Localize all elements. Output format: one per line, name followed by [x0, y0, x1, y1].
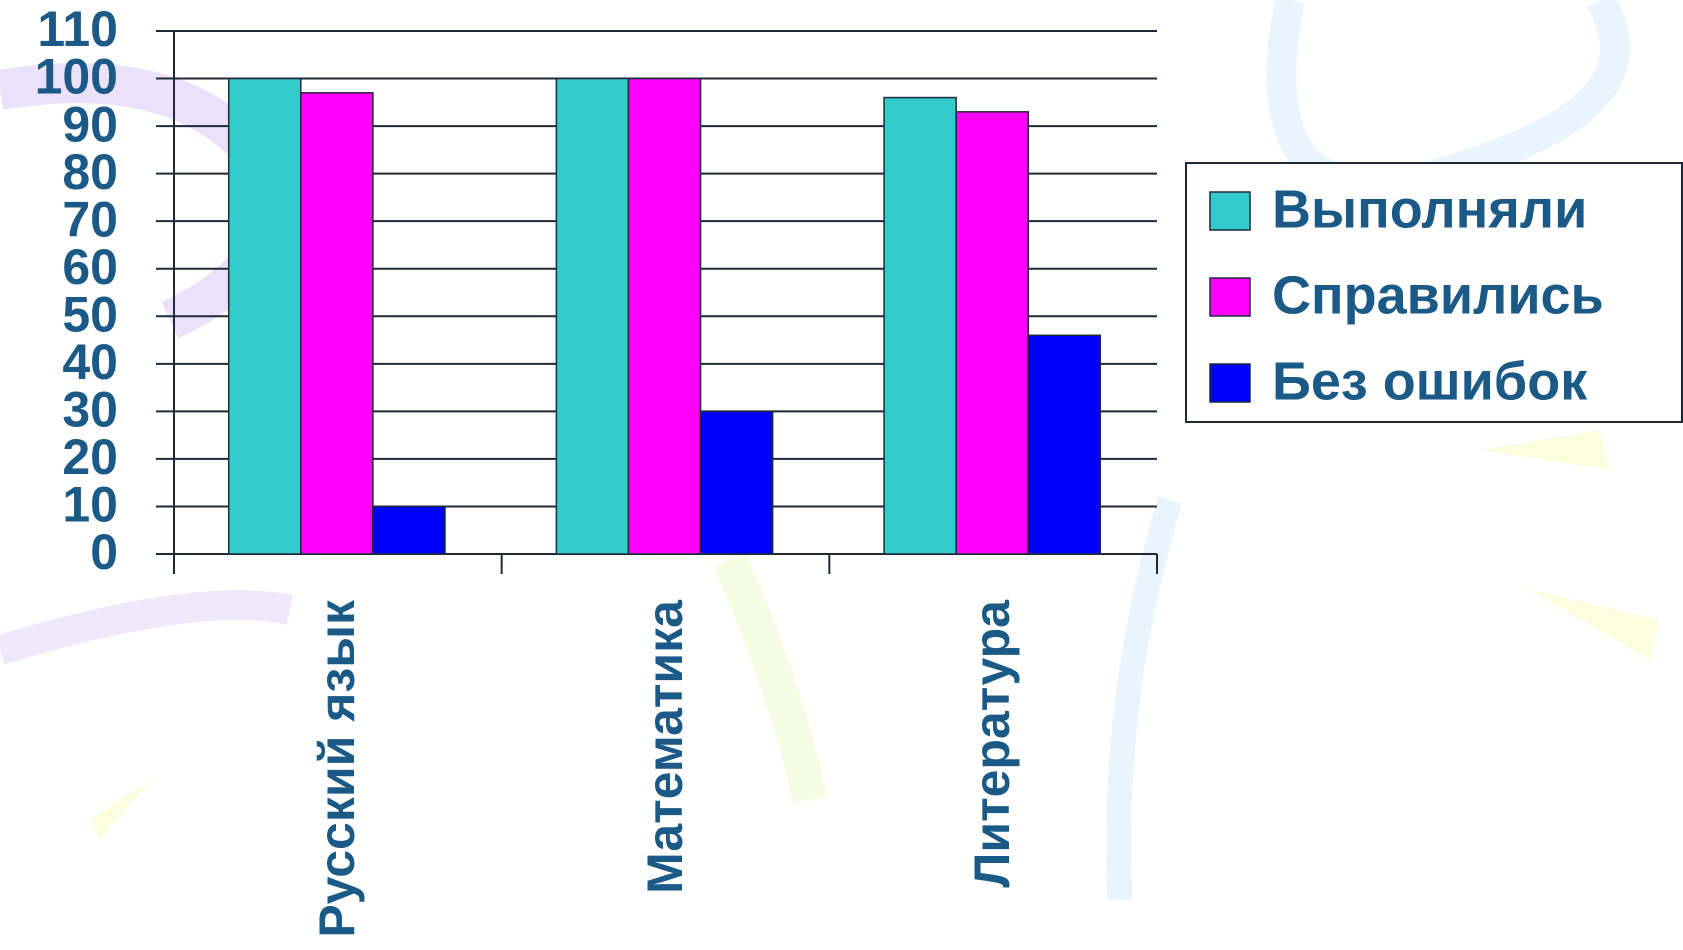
legend-swatch — [1209, 191, 1251, 231]
y-tick-label: 30 — [62, 382, 118, 438]
y-tick-label: 40 — [62, 334, 118, 390]
bar — [1027, 334, 1102, 555]
bar — [372, 505, 446, 555]
x-tick-label: Математика — [636, 600, 693, 894]
y-tick-label: 60 — [62, 239, 118, 295]
bar — [627, 77, 702, 555]
legend-label: Выполняли — [1272, 179, 1587, 239]
bar — [300, 92, 374, 555]
y-tick-label: 80 — [62, 144, 118, 200]
legend-box — [1185, 162, 1683, 423]
bar — [699, 410, 774, 555]
legend-label: Без ошибок — [1272, 351, 1588, 411]
y-tick-label: 110 — [37, 1, 118, 57]
x-tick-label: Литература — [964, 600, 1021, 888]
bar — [955, 111, 1029, 555]
y-tick-label: 50 — [62, 286, 118, 342]
bar — [227, 77, 302, 555]
bar — [555, 77, 630, 555]
y-tick-label: 70 — [62, 191, 118, 247]
x-tick-label: Русский язык — [308, 600, 365, 938]
y-tick-label: 20 — [62, 429, 118, 485]
legend-swatch — [1209, 277, 1251, 317]
y-tick-label: 90 — [62, 96, 118, 152]
bar — [883, 96, 957, 555]
y-tick-label: 0 — [90, 524, 118, 580]
legend-swatch — [1209, 363, 1251, 403]
legend-label: Справились — [1272, 265, 1604, 325]
y-tick-label: 100 — [35, 49, 118, 105]
y-tick-label: 10 — [62, 477, 118, 533]
